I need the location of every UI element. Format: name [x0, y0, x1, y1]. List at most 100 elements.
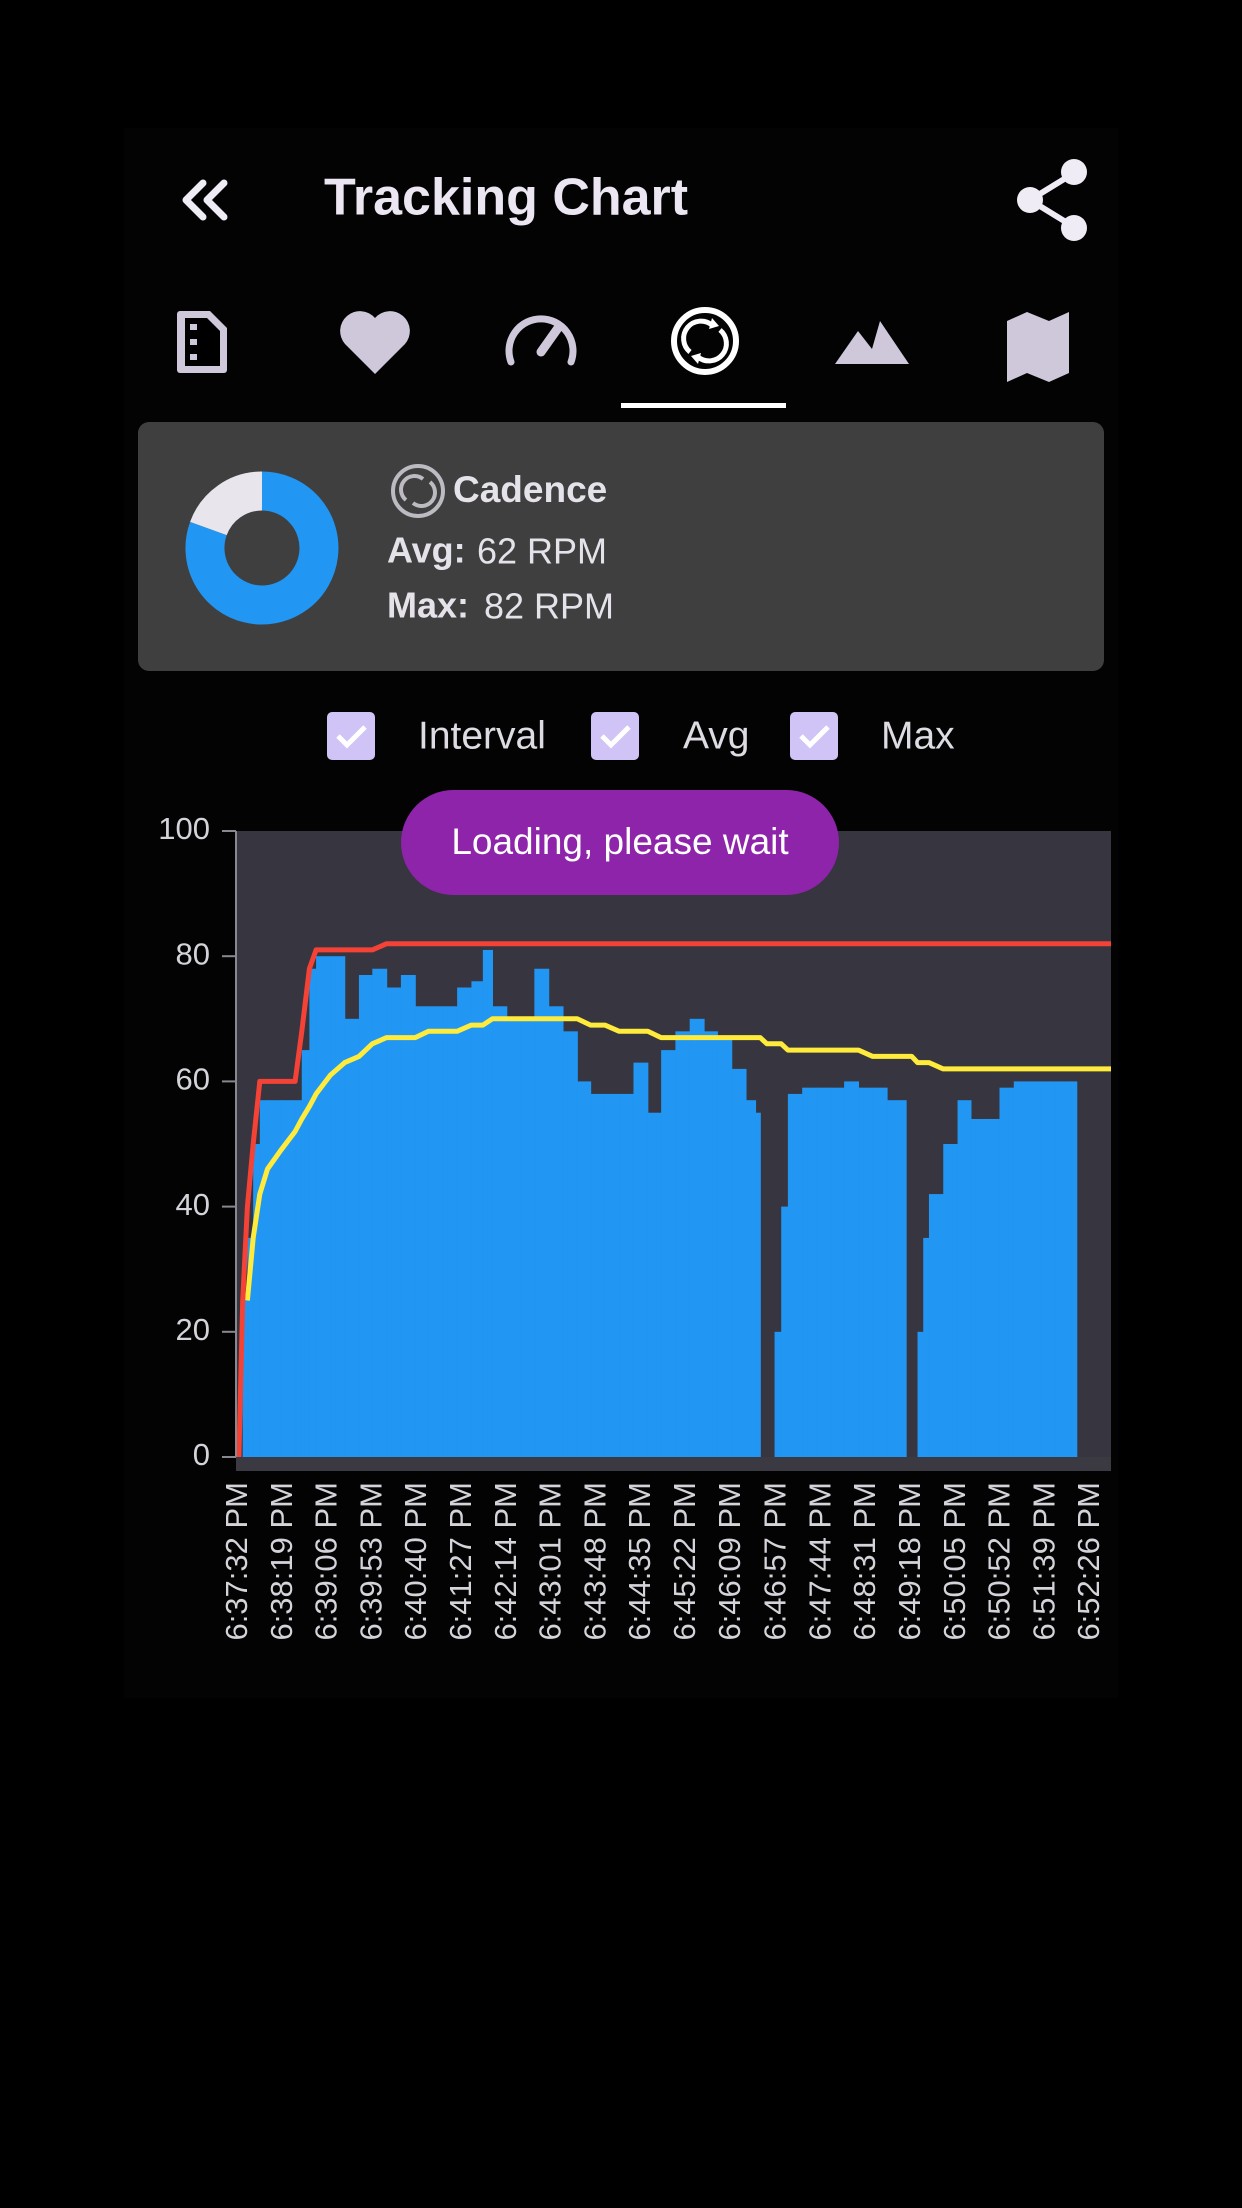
interval-bar: [482, 949, 493, 1457]
interval-bar: [562, 1031, 578, 1457]
interval-bar: [901, 1100, 907, 1457]
interval-bar: [520, 1018, 535, 1457]
x-tick-label: 6:38:19 PM: [264, 1482, 299, 1641]
interval-bar: [755, 1112, 761, 1457]
legend-label[interactable]: Interval: [418, 714, 546, 757]
interval-bar: [1013, 1081, 1029, 1457]
interval-bar: [1041, 1081, 1057, 1457]
x-tick-label: 6:46:09 PM: [712, 1482, 747, 1641]
share-button[interactable]: [1017, 159, 1087, 241]
interval-bar: [633, 1062, 649, 1457]
interval-bar: [917, 1331, 924, 1457]
interval-bar: [471, 981, 484, 1457]
checkmark: [799, 725, 830, 749]
tab-summary[interactable]: [177, 311, 227, 373]
interval-bar: [816, 1087, 832, 1457]
interval-bar: [923, 1237, 930, 1457]
interval-bar: [957, 1100, 972, 1457]
interval-bar: [548, 1006, 564, 1457]
interval-bar: [316, 956, 331, 1457]
interval-bar: [619, 1093, 635, 1457]
tab-cadence[interactable]: [671, 307, 739, 375]
tab-heart-rate[interactable]: [340, 311, 410, 374]
max-label: Max:: [387, 585, 469, 626]
x-tick-label: 6:48:31 PM: [847, 1482, 882, 1641]
interval-bar: [242, 1300, 249, 1457]
series-line: [236, 941, 1111, 1458]
interval-bar: [577, 1081, 592, 1457]
checkmark: [336, 725, 367, 749]
max-value: 82 RPM: [484, 586, 614, 627]
legend-checkbox[interactable]: [790, 712, 838, 760]
interval-bar: [745, 1100, 757, 1457]
x-tick-label: 6:41:27 PM: [443, 1482, 478, 1641]
cadence-icon: [391, 464, 445, 518]
interval-bar: [415, 1006, 430, 1457]
legend-checkbox[interactable]: [591, 712, 639, 760]
interval-bar: [247, 1237, 254, 1457]
avg-label: Avg:: [387, 530, 466, 571]
interval-bar: [661, 1050, 677, 1457]
interval-bar: [358, 974, 373, 1457]
interval-bar: [787, 1093, 803, 1457]
x-tick-label: 6:51:39 PM: [1026, 1482, 1061, 1641]
x-tick-label: 6:49:18 PM: [892, 1482, 927, 1641]
series-line: [244, 1016, 1111, 1301]
interval-bar: [872, 1087, 888, 1457]
y-tick-label: 100: [158, 811, 210, 846]
interval-bar: [781, 1206, 789, 1457]
interval-bar: [301, 1050, 310, 1457]
x-tick-label: 6:43:01 PM: [533, 1482, 568, 1641]
interval-bar: [604, 1093, 620, 1457]
interval-bar: [985, 1118, 1001, 1457]
y-tick-label: 20: [176, 1312, 210, 1347]
interval-bar: [457, 987, 473, 1457]
interval-bar: [253, 1144, 261, 1457]
x-tick-label: 6:50:52 PM: [982, 1482, 1017, 1641]
interval-bar: [774, 1331, 782, 1457]
donut-rest: [190, 471, 263, 537]
x-tick-label: 6:46:57 PM: [758, 1482, 793, 1641]
x-tick-label: 6:39:06 PM: [309, 1482, 344, 1641]
chart-marks: [236, 941, 1111, 1458]
x-tick-label: 6:47:44 PM: [802, 1482, 837, 1641]
toast: [401, 790, 839, 895]
checkmark: [600, 725, 631, 749]
interval-bar: [534, 968, 550, 1457]
tab-elevation[interactable]: [835, 321, 909, 364]
interval-bar: [830, 1087, 845, 1457]
legend-label[interactable]: Avg: [683, 714, 750, 757]
tab-map[interactable]: [1007, 312, 1069, 382]
y-tick-label: 60: [176, 1062, 210, 1097]
legend-checkbox[interactable]: [327, 712, 375, 760]
interval-bar: [928, 1194, 944, 1457]
y-tick-label: 40: [176, 1187, 210, 1222]
donut-arc: [185, 471, 339, 625]
interval-bar: [717, 1037, 733, 1457]
x-tick-label: 6:50:05 PM: [937, 1482, 972, 1641]
interval-bar: [675, 1031, 691, 1457]
interval-bar: [344, 1018, 360, 1457]
interval-bar: [442, 1006, 458, 1457]
interval-bar: [590, 1093, 606, 1457]
avg-value: 62 RPM: [477, 531, 607, 572]
x-tick-label: 6:44:35 PM: [622, 1482, 657, 1641]
legend-label[interactable]: Max: [881, 714, 955, 757]
x-tick-label: 6:52:26 PM: [1071, 1482, 1106, 1641]
back-button[interactable]: [182, 179, 228, 221]
y-tick-label: 0: [193, 1437, 210, 1472]
interval-bar: [731, 1068, 747, 1457]
interval-bar: [689, 1018, 705, 1457]
tab-indicator: [621, 403, 786, 408]
x-tick-label: 6:42:14 PM: [488, 1482, 523, 1641]
screen-title: Tracking Chart: [324, 169, 688, 227]
tab-speed[interactable]: [505, 315, 577, 366]
interval-bar: [400, 974, 416, 1457]
interval-bar: [858, 1087, 874, 1457]
interval-bar: [1055, 1081, 1071, 1457]
interval-bar: [428, 1006, 444, 1457]
interval-bar: [970, 1118, 986, 1457]
interval-bar: [386, 987, 402, 1457]
